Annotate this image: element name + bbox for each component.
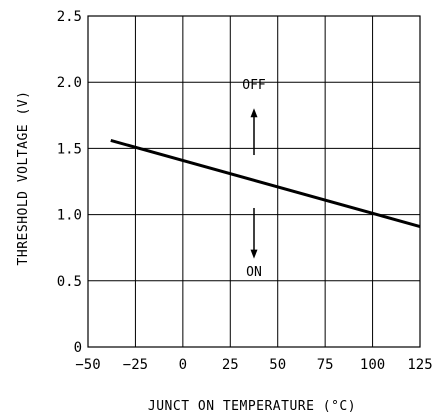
x-tick-label: −50: [75, 357, 100, 373]
off-arrow-head: [250, 108, 258, 118]
x-tick-label: 100: [360, 357, 385, 373]
series-line: [110, 139, 421, 228]
x-tick-labels: −50 −25 0 25 50 75 100 125: [75, 357, 432, 373]
y-tick-label: 1.0: [57, 208, 82, 224]
plot-frame: [87, 15, 421, 348]
x-axis-title: JUNCT ON TEMPERATURE (°C): [148, 399, 356, 414]
y-tick-label: 0: [74, 340, 82, 356]
y-tick-label: 2.5: [57, 9, 82, 25]
x-tick-label: −25: [123, 357, 148, 373]
y-axis-title: THRESHOLD VOLTAGE (V): [16, 91, 31, 266]
y-tick-labels: 0 0.5 1.0 1.5 2.0 2.5: [57, 9, 82, 356]
on-arrow-head: [250, 249, 258, 259]
y-tick-label: 1.5: [57, 141, 82, 157]
annotations: OFF ON: [242, 78, 266, 280]
plot-area: [110, 139, 421, 228]
y-tick-label: 2.0: [57, 75, 82, 91]
on-label: ON: [246, 265, 262, 280]
y-tick-label: 0.5: [57, 274, 82, 290]
x-tick-label: 25: [222, 357, 239, 373]
off-label: OFF: [242, 78, 266, 93]
x-tick-label: 75: [317, 357, 334, 373]
x-tick-label: 50: [269, 357, 286, 373]
x-tick-label: 0: [179, 357, 187, 373]
x-tick-label: 125: [407, 357, 432, 373]
